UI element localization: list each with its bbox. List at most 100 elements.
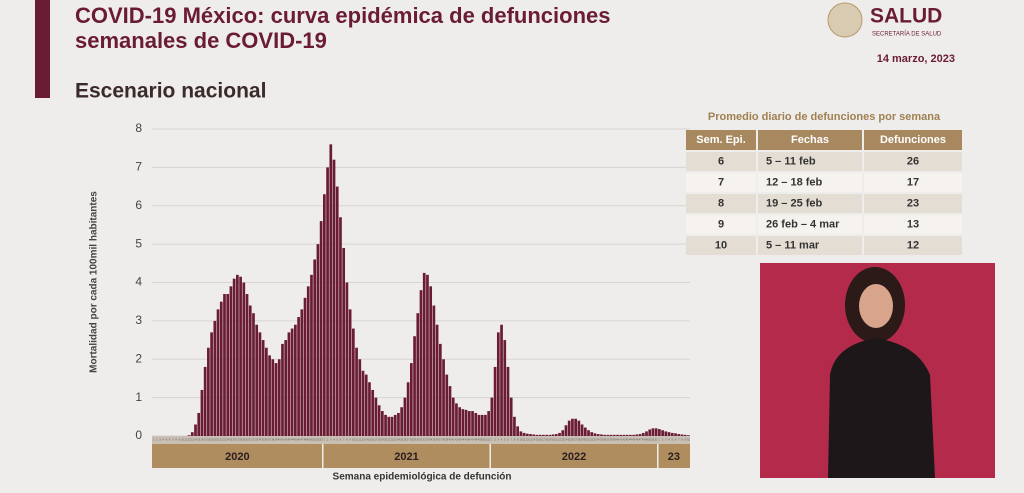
year-band bbox=[152, 444, 690, 468]
x-tick-label: 19 bbox=[210, 438, 213, 442]
x-tick-label: 2 bbox=[327, 438, 329, 442]
bar bbox=[606, 434, 610, 436]
bar bbox=[496, 332, 500, 436]
table-cell-text: 26 bbox=[907, 155, 919, 167]
bar bbox=[641, 432, 645, 436]
bar bbox=[406, 382, 410, 436]
x-tick-label: 18 bbox=[545, 438, 548, 442]
week-strip bbox=[152, 436, 690, 444]
x-tick-label: 7 bbox=[343, 438, 345, 442]
bar bbox=[593, 433, 597, 436]
x-tick-label: 5 bbox=[166, 438, 168, 442]
x-tick-label: 10 bbox=[687, 438, 690, 442]
x-tick-label: 15 bbox=[368, 438, 371, 442]
table-cell bbox=[686, 194, 756, 213]
bar bbox=[216, 309, 220, 436]
bar bbox=[242, 282, 246, 436]
x-tick-label: 23 bbox=[561, 438, 564, 442]
y-tick-label: 1 bbox=[135, 390, 142, 404]
bar bbox=[590, 432, 594, 436]
x-tick-label: 24 bbox=[397, 438, 400, 442]
bar bbox=[229, 286, 233, 436]
x-tick-label: 41 bbox=[281, 438, 284, 442]
x-tick-label: 44 bbox=[291, 438, 294, 442]
bar bbox=[400, 407, 404, 436]
bar bbox=[551, 434, 555, 436]
x-tick-label: 23 bbox=[394, 438, 397, 442]
bar bbox=[252, 313, 255, 436]
bar bbox=[387, 416, 391, 436]
table-cell bbox=[758, 236, 862, 255]
year-label: 2021 bbox=[394, 451, 418, 463]
bar bbox=[451, 397, 455, 436]
bar bbox=[603, 434, 606, 436]
x-tick-label: 32 bbox=[590, 438, 593, 442]
x-tick-label: 19 bbox=[548, 438, 551, 442]
bar bbox=[187, 435, 191, 436]
bar bbox=[525, 433, 529, 436]
y-tick-label: 6 bbox=[135, 198, 142, 212]
bar bbox=[268, 355, 271, 436]
x-tick-label: 1 bbox=[659, 438, 661, 442]
table-cell-text: 6 bbox=[718, 155, 724, 167]
x-tick-label: 17 bbox=[204, 438, 207, 442]
bar bbox=[339, 217, 342, 436]
bar bbox=[471, 411, 474, 436]
bar bbox=[461, 409, 465, 436]
x-tick-label: 8 bbox=[514, 438, 516, 442]
bar bbox=[600, 434, 603, 436]
logo: SALUD bbox=[870, 5, 942, 28]
table-cell bbox=[758, 215, 862, 234]
x-tick-label: 19 bbox=[381, 438, 384, 442]
bar bbox=[687, 435, 690, 436]
table-cell-text: 12 bbox=[907, 239, 919, 251]
x-tick-label: 23 bbox=[223, 438, 226, 442]
x-tick-label: 38 bbox=[442, 438, 445, 442]
bar bbox=[583, 427, 587, 436]
x-tick-label: 32 bbox=[252, 438, 255, 442]
y-tick-label: 8 bbox=[135, 121, 142, 135]
x-tick-label: 48 bbox=[642, 438, 645, 442]
x-tick-label: 36 bbox=[603, 438, 606, 442]
x-tick-label: 33 bbox=[426, 438, 429, 442]
bar bbox=[313, 259, 317, 436]
bar bbox=[210, 332, 213, 436]
x-tick-label: 4 bbox=[333, 438, 335, 442]
x-tick-label: 36 bbox=[265, 438, 268, 442]
x-tick-label: 21 bbox=[555, 438, 558, 442]
x-tick-label: 29 bbox=[413, 438, 416, 442]
x-tick-label: 6 bbox=[675, 438, 677, 442]
bar bbox=[419, 290, 423, 436]
bar bbox=[561, 430, 565, 436]
title-line: semanales de COVID-19 bbox=[75, 28, 327, 53]
bar bbox=[274, 363, 278, 436]
bar bbox=[197, 412, 201, 436]
bar bbox=[516, 426, 519, 436]
bar bbox=[361, 370, 365, 436]
x-tick-label: 1 bbox=[324, 438, 326, 442]
table-cell-text: 12 – 18 feb bbox=[766, 176, 823, 188]
subtitle: Escenario nacional bbox=[75, 80, 266, 103]
x-tick-label: 16 bbox=[200, 438, 203, 442]
table-cell bbox=[864, 173, 962, 192]
x-tick-label: 20 bbox=[384, 438, 387, 442]
interpreter-video bbox=[760, 263, 995, 478]
bar bbox=[616, 434, 619, 436]
x-tick-label: 13 bbox=[191, 438, 194, 442]
date: 14 marzo, 2023 bbox=[877, 53, 955, 65]
bar bbox=[390, 416, 394, 436]
x-tick-label: 8 bbox=[681, 438, 683, 442]
bar bbox=[571, 418, 574, 436]
bar bbox=[522, 432, 526, 436]
x-tick-label: 26 bbox=[571, 438, 574, 442]
x-tick-label: 40 bbox=[278, 438, 281, 442]
bar bbox=[467, 411, 471, 436]
bar bbox=[277, 359, 281, 436]
x-tick-label: 11 bbox=[184, 438, 187, 442]
bar bbox=[284, 340, 288, 436]
table-cell bbox=[864, 236, 962, 255]
x-tick-label: 6 bbox=[507, 438, 509, 442]
table-cell-text: 13 bbox=[907, 218, 919, 230]
